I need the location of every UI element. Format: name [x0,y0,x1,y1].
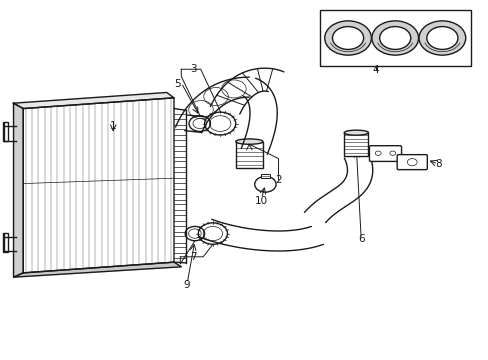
Polygon shape [14,262,181,277]
Polygon shape [14,93,174,109]
Text: 5: 5 [174,78,181,89]
Circle shape [324,21,371,55]
FancyBboxPatch shape [260,174,270,178]
Text: 2: 2 [275,175,281,185]
Ellipse shape [344,130,368,135]
Polygon shape [23,98,174,273]
Text: 8: 8 [435,159,442,169]
Text: 4: 4 [372,65,378,75]
Circle shape [332,27,363,49]
Ellipse shape [235,139,263,144]
Text: 7: 7 [190,252,196,262]
Circle shape [371,21,418,55]
FancyBboxPatch shape [344,133,368,156]
Polygon shape [14,103,23,277]
Circle shape [379,27,410,49]
Text: 6: 6 [357,234,364,244]
FancyBboxPatch shape [369,146,401,161]
Text: 9: 9 [183,280,190,291]
FancyBboxPatch shape [396,155,427,170]
Text: 10: 10 [254,197,267,206]
Text: 3: 3 [190,64,196,74]
FancyBboxPatch shape [235,141,263,168]
Circle shape [418,21,465,55]
Circle shape [426,27,457,49]
FancyBboxPatch shape [319,10,469,66]
Text: 1: 1 [110,121,116,131]
